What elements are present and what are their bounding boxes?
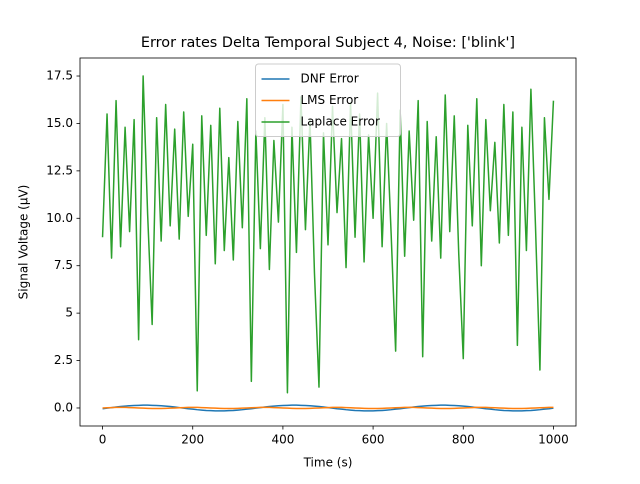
series-line (101, 75, 555, 394)
y-tick-label: 0.0 (54, 400, 73, 414)
y-tick-label: 5 (65, 306, 73, 320)
y-tick-label: 17.5 (46, 69, 73, 83)
plot-frame (79, 57, 577, 427)
x-tick-label: 600 (362, 433, 385, 447)
x-tick-label: 800 (452, 433, 475, 447)
y-tick-label: 12.5 (46, 163, 73, 177)
y-tick-label: 10.0 (46, 211, 73, 225)
chart-title: Error rates Delta Temporal Subject 4, No… (141, 35, 515, 51)
legend-box (255, 63, 401, 137)
y-axis-label: Signal Voltage (μV) (17, 185, 31, 300)
legend-label: LMS Error (301, 93, 359, 107)
legend-label: Laplace Error (301, 115, 380, 129)
y-tick-label: 2.5 (54, 353, 73, 367)
y-tick-label: 15.0 (46, 116, 73, 130)
legend-label: DNF Error (301, 72, 359, 86)
x-tick-label: 400 (271, 433, 294, 447)
x-axis-label: Time (s) (303, 456, 353, 470)
series-line (102, 406, 554, 410)
y-tick-label: 7.5 (54, 258, 73, 272)
x-tick-label: 200 (181, 433, 204, 447)
x-tick-label: 0 (99, 433, 107, 447)
x-tick-label: 1000 (538, 433, 569, 447)
